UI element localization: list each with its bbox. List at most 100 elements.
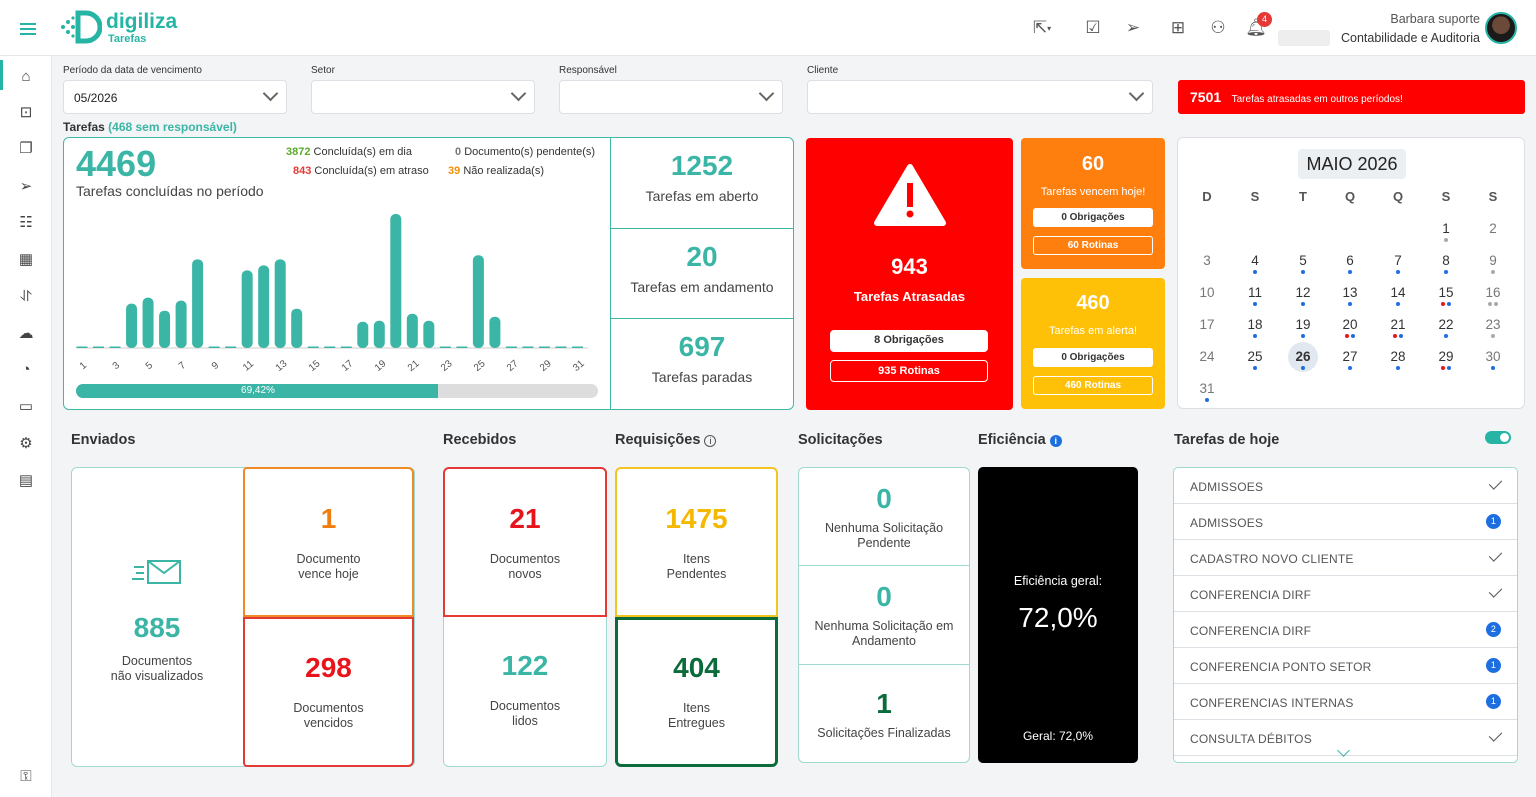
avatar[interactable] [1485, 12, 1517, 44]
logo[interactable]: digiliza Tarefas [58, 10, 188, 46]
add-task-icon[interactable]: ⊞ [1170, 18, 1186, 37]
calendar-day[interactable]: 19 [1289, 317, 1317, 338]
file-icon[interactable]: ▤ [18, 472, 34, 489]
chart-bar-1[interactable] [76, 346, 88, 349]
chart-bar-18[interactable] [357, 321, 369, 348]
requests-progress-tile[interactable]: 0 Nenhuma Solicitação em Andamento [799, 581, 969, 649]
chart-bar-15[interactable] [307, 346, 319, 349]
org-chart-icon[interactable]: ⚇ [1210, 18, 1226, 37]
chart-bar-25[interactable] [472, 255, 484, 348]
docs-new-tile[interactable]: 21 Documentos novos [443, 467, 607, 617]
overdue-obligations[interactable]: 8 Obrigações [830, 330, 988, 352]
calendar-day[interactable]: 14 [1384, 285, 1412, 306]
overdue-card[interactable]: 943 Tarefas Atrasadas 8 Obrigações 935 R… [806, 138, 1013, 410]
chart-bar-17[interactable] [340, 346, 352, 349]
chart-bar-4[interactable] [126, 303, 138, 348]
monitor-icon[interactable]: ▭ [18, 398, 34, 415]
chart-bar-19[interactable] [373, 320, 385, 348]
docs-expired-tile[interactable]: 298 Documentos vencidos [243, 617, 414, 767]
chart-bar-3[interactable] [109, 346, 121, 349]
calendar-day[interactable]: 8 [1432, 253, 1460, 274]
today-task-row[interactable]: CONFERENCIAS INTERNAS 1 [1174, 684, 1517, 720]
calendar-day[interactable]: 6 [1336, 253, 1364, 274]
items-pending-tile[interactable]: 1475 Itens Pendentes [615, 467, 778, 617]
alert-tasks-card[interactable]: 460 Tarefas em alerta! 0 Obrigações 460 … [1021, 278, 1165, 409]
chart-bar-22[interactable] [423, 320, 435, 348]
calendar-day[interactable]: 15 [1432, 285, 1460, 306]
calendar-day[interactable]: 5 [1289, 253, 1317, 274]
calendar-day[interactable]: 27 [1336, 349, 1364, 370]
period-select[interactable]: 05/2026 [63, 80, 287, 114]
requests-pending-tile[interactable]: 0 Nenhuma Solicitação Pendente [799, 483, 969, 551]
chart-bar-16[interactable] [324, 346, 336, 349]
tasks-icon[interactable]: ☷ [19, 214, 33, 231]
export-icon[interactable]: ⇱ ▾ [1032, 18, 1052, 37]
calendar-day[interactable]: 30 [1479, 349, 1507, 370]
workflow-icon[interactable]: ⥯ [20, 287, 32, 305]
documents-icon[interactable]: ❐ [19, 140, 33, 157]
calendar-day[interactable]: 25 [1241, 349, 1269, 370]
due-today-card[interactable]: 60 Tarefas vencem hoje! 0 Obrigações 60 … [1021, 138, 1165, 269]
calendar-day[interactable]: 10 [1193, 285, 1221, 306]
chart-bar-2[interactable] [93, 346, 105, 349]
calendar-day[interactable]: 1 [1432, 221, 1460, 242]
in-progress-tile[interactable]: 20 Tarefas em andamento [611, 241, 793, 295]
chart-bar-9[interactable] [208, 346, 220, 349]
chart-bar-27[interactable] [505, 346, 517, 349]
chart-bar-8[interactable] [192, 259, 204, 348]
calendar-day[interactable]: 24 [1193, 349, 1221, 370]
docs-due-today-tile[interactable]: 1 Documento vence hoje [243, 467, 414, 617]
calendar-day[interactable]: 12 [1289, 285, 1317, 306]
open-tasks-tile[interactable]: 1252 Tarefas em aberto [611, 150, 793, 204]
alert-tasks-routines[interactable]: 460 Rotinas [1033, 376, 1153, 395]
overdue-alert-banner[interactable]: 7501 Tarefas atrasadas em outros período… [1178, 80, 1525, 114]
menu-icon[interactable] [20, 23, 36, 25]
today-task-row[interactable]: ADMISSOES [1174, 468, 1517, 504]
calendar-day[interactable]: 18 [1241, 317, 1269, 338]
chart-bar-6[interactable] [159, 310, 171, 348]
today-task-row[interactable]: CADASTRO NOVO CLIENTE [1174, 540, 1517, 576]
today-task-row[interactable]: CONSULTA DÉBITOS [1174, 720, 1517, 756]
not-viewed-tile[interactable]: 885 Documentos não visualizados [72, 555, 242, 684]
due-today-obligations[interactable]: 0 Obrigações [1033, 208, 1153, 227]
overdue-routines[interactable]: 935 Rotinas [830, 360, 988, 382]
today-task-row[interactable]: ADMISSOES 1 [1174, 504, 1517, 540]
calendar-day[interactable]: 29 [1432, 349, 1460, 370]
calendar-day[interactable]: 31 [1193, 381, 1221, 402]
settings-icon[interactable]: ⚙ [19, 435, 33, 452]
calendar-day[interactable]: 9 [1479, 253, 1507, 274]
send-icon[interactable]: ➢ [1125, 18, 1141, 37]
requests-done-tile[interactable]: 1 Solicitações Finalizadas [799, 688, 969, 741]
key-settings-icon[interactable]: ⚿ [20, 767, 32, 785]
calendar-day[interactable]: 23 [1479, 317, 1507, 338]
info-icon[interactable]: i [704, 435, 717, 447]
chart-bar-11[interactable] [241, 270, 253, 348]
chart-bar-12[interactable] [258, 265, 270, 348]
today-task-row[interactable]: CONFERENCIA PONTO SETOR 1 [1174, 648, 1517, 684]
chart-bar-29[interactable] [538, 346, 550, 349]
chart-bar-13[interactable] [274, 259, 286, 348]
calendar-day[interactable]: 26 [1288, 342, 1318, 372]
responsible-select[interactable] [559, 80, 783, 114]
calendar-day[interactable]: 21 [1384, 317, 1412, 338]
due-today-routines[interactable]: 60 Rotinas [1033, 236, 1153, 255]
chart-bar-10[interactable] [225, 346, 237, 349]
chart-bar-14[interactable] [291, 308, 303, 348]
chart-bar-24[interactable] [456, 346, 468, 349]
calendar-month[interactable]: MAIO 2026 [1298, 149, 1406, 179]
chart-bar-7[interactable] [175, 300, 187, 348]
calendar-day[interactable]: 20 [1336, 317, 1364, 338]
calendar-day[interactable]: 28 [1384, 349, 1412, 370]
chart-bar-21[interactable] [406, 313, 418, 348]
chart-bar-23[interactable] [439, 346, 451, 349]
today-task-row[interactable]: CONFERENCIA DIRF 2 [1174, 612, 1517, 648]
today-tasks-toggle[interactable] [1485, 431, 1511, 444]
calendar-day[interactable]: 3 [1193, 253, 1221, 274]
checklist-icon[interactable]: ☑ [1085, 18, 1101, 37]
calendar-day[interactable]: 4 [1241, 253, 1269, 274]
efficiency-card[interactable]: Eficiência geral: 72,0% Geral: 72,0% [978, 467, 1138, 763]
items-delivered-tile[interactable]: 404 Itens Entregues [615, 617, 778, 767]
calendar-day[interactable]: 11 [1241, 285, 1269, 306]
chart-bar-30[interactable] [555, 346, 567, 349]
today-task-row[interactable]: CONFERENCIA DIRF [1174, 576, 1517, 612]
